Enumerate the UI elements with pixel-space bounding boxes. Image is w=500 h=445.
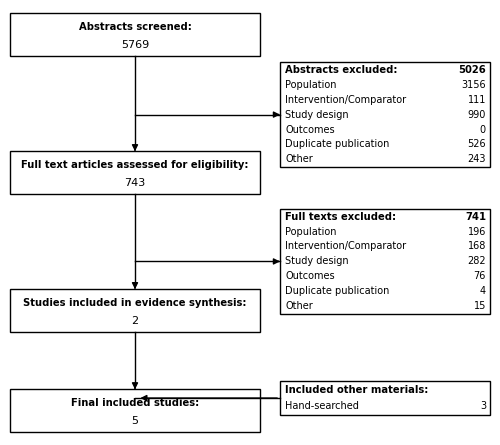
Text: 990: 990 [468, 109, 486, 120]
Text: 741: 741 [465, 212, 486, 222]
Text: 5026: 5026 [458, 65, 486, 75]
FancyBboxPatch shape [10, 151, 260, 194]
Text: Duplicate publication: Duplicate publication [285, 286, 390, 296]
Text: 196: 196 [468, 227, 486, 237]
Text: 111: 111 [468, 95, 486, 105]
Text: 168: 168 [468, 242, 486, 251]
Text: 5769: 5769 [121, 40, 149, 50]
FancyBboxPatch shape [280, 62, 490, 167]
Text: Intervention/Comparator: Intervention/Comparator [285, 242, 406, 251]
Text: 526: 526 [468, 139, 486, 150]
Text: Duplicate publication: Duplicate publication [285, 139, 390, 150]
Text: 2: 2 [132, 316, 138, 326]
Text: Final included studies:: Final included studies: [71, 398, 199, 409]
Text: Other: Other [285, 154, 313, 164]
Text: 15: 15 [474, 301, 486, 311]
Text: 4: 4 [480, 286, 486, 296]
Text: Outcomes: Outcomes [285, 125, 335, 134]
Text: 3: 3 [480, 401, 486, 411]
FancyBboxPatch shape [10, 389, 260, 432]
Text: Full text articles assessed for eligibility:: Full text articles assessed for eligibil… [21, 160, 249, 170]
Text: Hand-searched: Hand-searched [285, 401, 359, 411]
Text: Population: Population [285, 227, 337, 237]
Text: 5: 5 [132, 416, 138, 426]
Text: 76: 76 [474, 271, 486, 281]
Text: 243: 243 [468, 154, 486, 164]
Text: Study design: Study design [285, 256, 348, 267]
Text: Population: Population [285, 80, 337, 90]
Text: Outcomes: Outcomes [285, 271, 335, 281]
FancyBboxPatch shape [10, 13, 260, 56]
Text: 743: 743 [124, 178, 146, 188]
FancyBboxPatch shape [280, 209, 490, 314]
Text: 282: 282 [468, 256, 486, 267]
Text: Intervention/Comparator: Intervention/Comparator [285, 95, 406, 105]
Text: Abstracts excluded:: Abstracts excluded: [285, 65, 398, 75]
Text: Abstracts screened:: Abstracts screened: [78, 22, 192, 32]
FancyBboxPatch shape [10, 289, 260, 332]
FancyBboxPatch shape [280, 381, 490, 415]
Text: 0: 0 [480, 125, 486, 134]
Text: Studies included in evidence synthesis:: Studies included in evidence synthesis: [23, 298, 247, 308]
Text: Other: Other [285, 301, 313, 311]
Text: Included other materials:: Included other materials: [285, 385, 428, 395]
Text: Study design: Study design [285, 109, 348, 120]
Text: 3156: 3156 [462, 80, 486, 90]
Text: Full texts excluded:: Full texts excluded: [285, 212, 396, 222]
